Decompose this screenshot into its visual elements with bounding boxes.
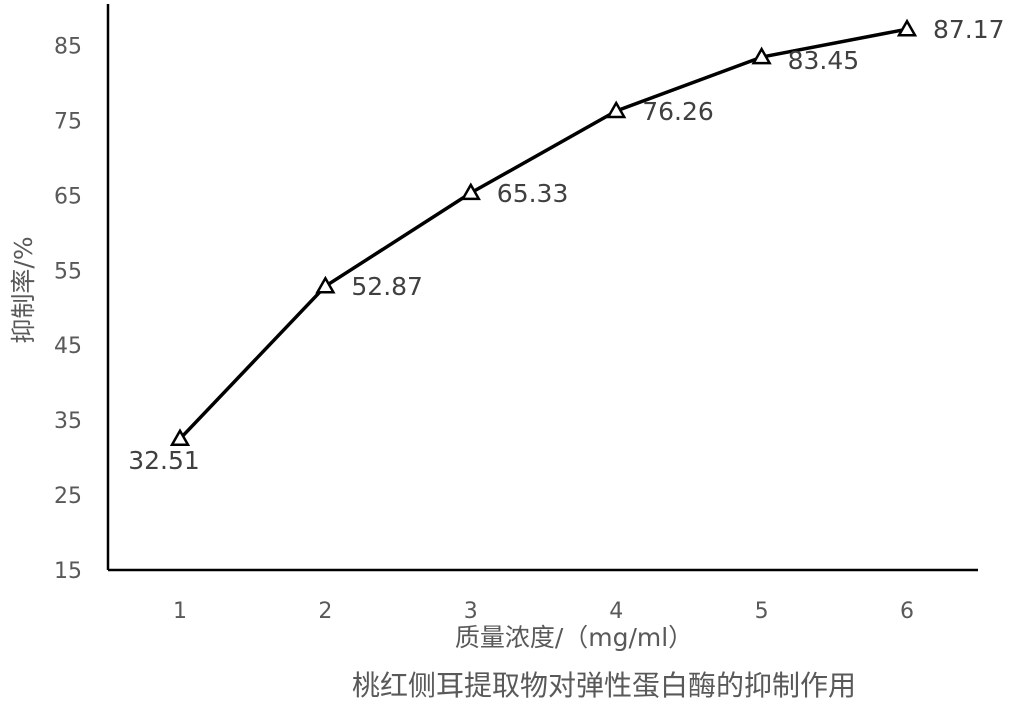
x-tick-label: 1 [173,599,187,624]
y-axis-ticks: 15 25 35 45 55 65 75 85 [54,34,82,584]
x-tick-label: 4 [609,599,623,624]
y-tick-label: 85 [54,34,82,59]
data-label: 52.87 [351,272,423,301]
data-label: 83.45 [788,46,860,75]
x-tick-label: 3 [464,599,478,624]
data-point-marker [899,21,915,35]
x-axis-title: 质量浓度/（mg/ml） [455,623,693,652]
series-markers [172,21,915,445]
data-label: 65.33 [497,179,569,208]
x-axis-ticks: 1 2 3 4 5 6 [173,599,914,624]
data-label: 87.17 [933,15,1005,44]
chart-caption: 桃红侧耳提取物对弹性蛋白酶的抑制作用 [352,669,856,702]
y-tick-label: 35 [54,409,82,434]
x-tick-label: 2 [318,599,332,624]
x-tick-label: 5 [755,599,769,624]
y-tick-label: 25 [54,484,82,509]
series-line [180,29,907,439]
y-tick-label: 55 [54,259,82,284]
y-tick-label: 15 [54,559,82,584]
data-point-marker [317,278,333,292]
x-tick-label: 6 [900,599,914,624]
y-axis-title: 抑制率/% [9,236,38,343]
y-tick-label: 75 [54,109,82,134]
y-tick-label: 65 [54,184,82,209]
data-point-marker [463,185,479,199]
y-tick-label: 45 [54,334,82,359]
data-label: 32.51 [128,446,200,475]
data-label: 76.26 [642,97,714,126]
data-labels: 32.51 52.87 65.33 76.26 83.45 87.17 [128,15,1004,475]
